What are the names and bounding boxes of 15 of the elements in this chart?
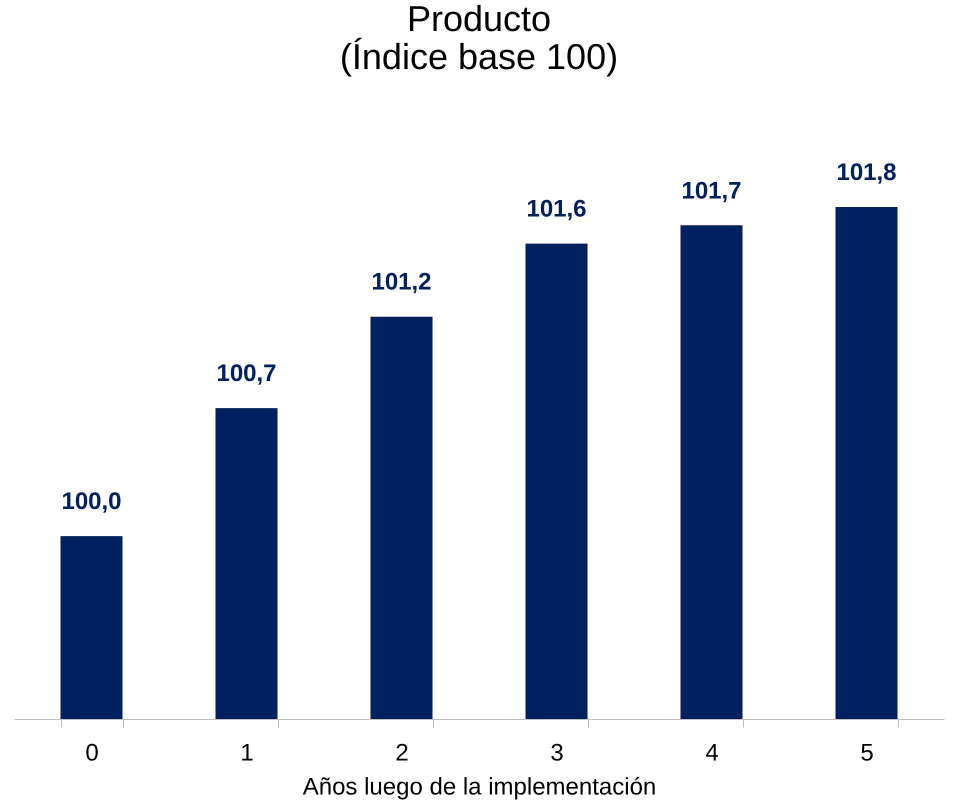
data-label: 101,2: [371, 268, 432, 296]
x-tick-label: 5: [860, 740, 874, 766]
x-tick-label: 4: [705, 740, 719, 766]
chart-subtitle: (Índice base 100): [340, 36, 618, 77]
chart-title: Producto: [406, 0, 552, 39]
data-label: 101,7: [681, 177, 742, 204]
x-tick-label: 1: [240, 740, 254, 766]
x-tick-label: 0: [85, 740, 99, 766]
x-tick-label: 3: [550, 740, 564, 766]
x-axis-title: Años luego de la implementación: [302, 774, 656, 800]
data-label: 101,8: [836, 159, 897, 186]
x-tick-label: 2: [395, 740, 409, 766]
data-label: 100,7: [216, 360, 277, 388]
data-label: 100,0: [61, 488, 122, 516]
data-label: 101,6: [526, 196, 587, 223]
